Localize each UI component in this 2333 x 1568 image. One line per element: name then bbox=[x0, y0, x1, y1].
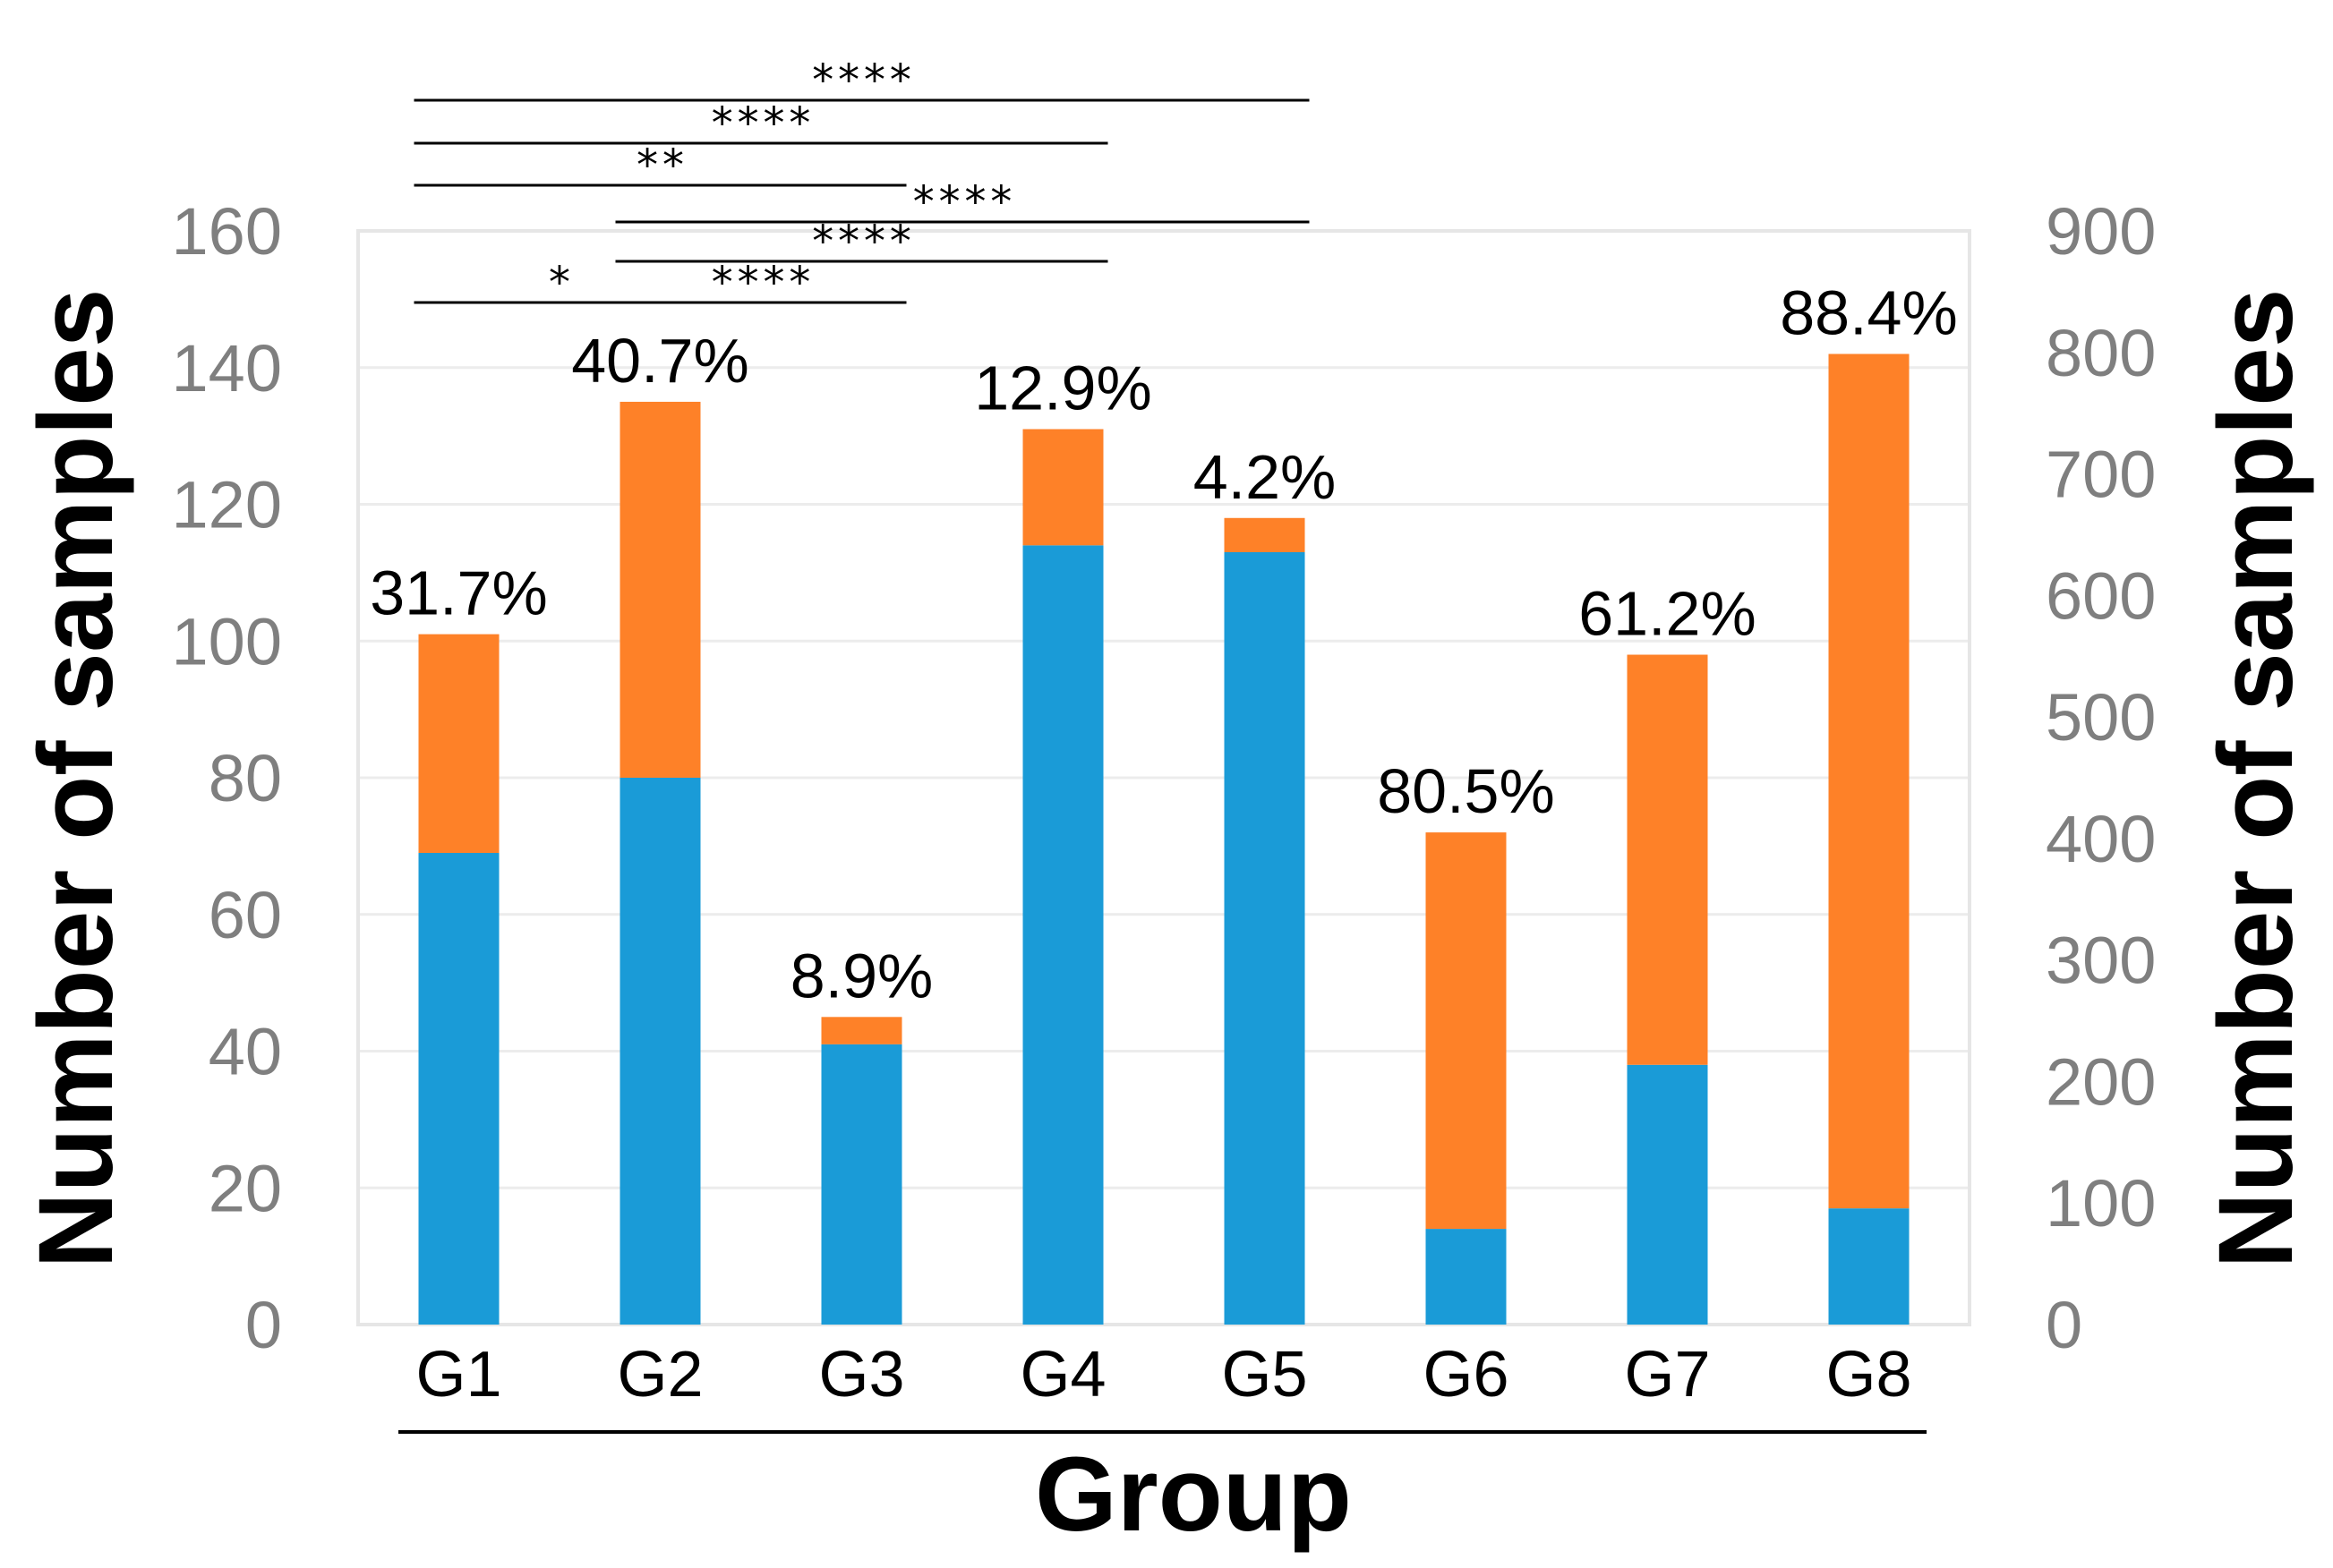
bar-g5-upper bbox=[1224, 517, 1305, 552]
y-tick-right: 700 bbox=[2046, 438, 2156, 512]
significance-stars: ** bbox=[635, 141, 687, 191]
bar-g3-lower bbox=[821, 1044, 902, 1325]
y-tick-left: 140 bbox=[172, 331, 282, 405]
y-tick-left: 20 bbox=[209, 1151, 282, 1225]
significance-stars: * bbox=[547, 258, 573, 308]
y-tick-right: 600 bbox=[2046, 558, 2156, 633]
bar-g8-upper bbox=[1828, 354, 1910, 1209]
significance-stars: **** bbox=[709, 98, 813, 149]
percent-label-g8: 88.4% bbox=[1780, 277, 1957, 347]
y-tick-right: 500 bbox=[2046, 680, 2156, 754]
percent-label-g2: 40.7% bbox=[571, 326, 748, 396]
significance-stars: **** bbox=[810, 55, 914, 106]
y-tick-left: 80 bbox=[209, 741, 282, 815]
y-tick-left: 0 bbox=[245, 1288, 282, 1362]
y-tick-left: 60 bbox=[209, 878, 282, 952]
bar-g7-lower bbox=[1627, 1064, 1708, 1325]
bar-g6-lower bbox=[1425, 1229, 1507, 1325]
y-tick-left: 40 bbox=[209, 1015, 282, 1089]
bar-g2-lower bbox=[620, 778, 701, 1325]
x-tick-g1: G1 bbox=[415, 1339, 501, 1410]
y-tick-right: 900 bbox=[2046, 194, 2156, 268]
significance-stars: **** bbox=[910, 177, 1014, 227]
y-tick-left: 160 bbox=[172, 194, 282, 268]
x-tick-g7: G7 bbox=[1624, 1339, 1710, 1410]
y-tick-right: 200 bbox=[2046, 1044, 2156, 1119]
bar-g7-upper bbox=[1627, 654, 1708, 1065]
bar-g5-lower bbox=[1224, 551, 1305, 1325]
percent-labels: 31.7% 40.7% 8.9% 12.9% 4.2% 80.5% 61.2% 88.4% bbox=[370, 277, 1957, 1010]
bar-g4-upper bbox=[1022, 429, 1104, 546]
y-tick-right: 400 bbox=[2046, 802, 2156, 876]
x-tick-g5: G5 bbox=[1221, 1339, 1307, 1410]
bar-g6-upper bbox=[1425, 832, 1507, 1230]
bar-g1-upper bbox=[418, 634, 500, 854]
bar-g4-lower bbox=[1022, 545, 1104, 1325]
y-tick-left: 120 bbox=[172, 468, 282, 542]
percent-label-g3: 8.9% bbox=[790, 941, 934, 1010]
y-axis-title-left: Number of samples bbox=[17, 288, 135, 1268]
percent-label-g1: 31.7% bbox=[370, 558, 547, 628]
bar-g1-lower bbox=[418, 853, 500, 1325]
x-axis-ticks: G1 G2 G3 G4 G5 G6 G7 G8 bbox=[415, 1339, 1911, 1410]
percent-label-g7: 61.2% bbox=[1578, 579, 1756, 649]
x-tick-g2: G2 bbox=[617, 1339, 703, 1410]
x-axis-title: Group bbox=[1035, 1436, 1352, 1554]
bars bbox=[418, 354, 1910, 1325]
y-tick-right: 0 bbox=[2046, 1288, 2082, 1362]
y-axis-left-ticks: 0 20 40 60 80 100 120 140 160 bbox=[172, 194, 282, 1362]
y-axis-right-ticks: 0 100 200 300 400 500 600 700 800 900 bbox=[2046, 194, 2156, 1362]
plot-area-border bbox=[356, 229, 1971, 1326]
y-tick-right: 800 bbox=[2046, 316, 2156, 390]
x-tick-g8: G8 bbox=[1825, 1339, 1911, 1410]
bar-g8-lower bbox=[1828, 1208, 1910, 1325]
percent-label-g6: 80.5% bbox=[1377, 756, 1554, 826]
significance-stars: **** bbox=[810, 217, 914, 267]
x-tick-g4: G4 bbox=[1020, 1339, 1106, 1410]
x-tick-g6: G6 bbox=[1423, 1339, 1508, 1410]
y-tick-right: 100 bbox=[2046, 1166, 2156, 1240]
percent-label-g4: 12.9% bbox=[974, 353, 1151, 422]
bar-g3-upper bbox=[821, 1017, 902, 1044]
significance-brackets: ******************* **** bbox=[414, 55, 1310, 308]
significance-stars: **** bbox=[709, 258, 813, 308]
bar-g2-upper bbox=[620, 401, 701, 778]
percent-label-g5: 4.2% bbox=[1193, 442, 1337, 512]
y-tick-right: 300 bbox=[2046, 924, 2156, 998]
y-axis-title-right: Number of samples bbox=[2197, 288, 2315, 1268]
y-tick-left: 100 bbox=[172, 604, 282, 678]
x-tick-g3: G3 bbox=[818, 1339, 904, 1410]
